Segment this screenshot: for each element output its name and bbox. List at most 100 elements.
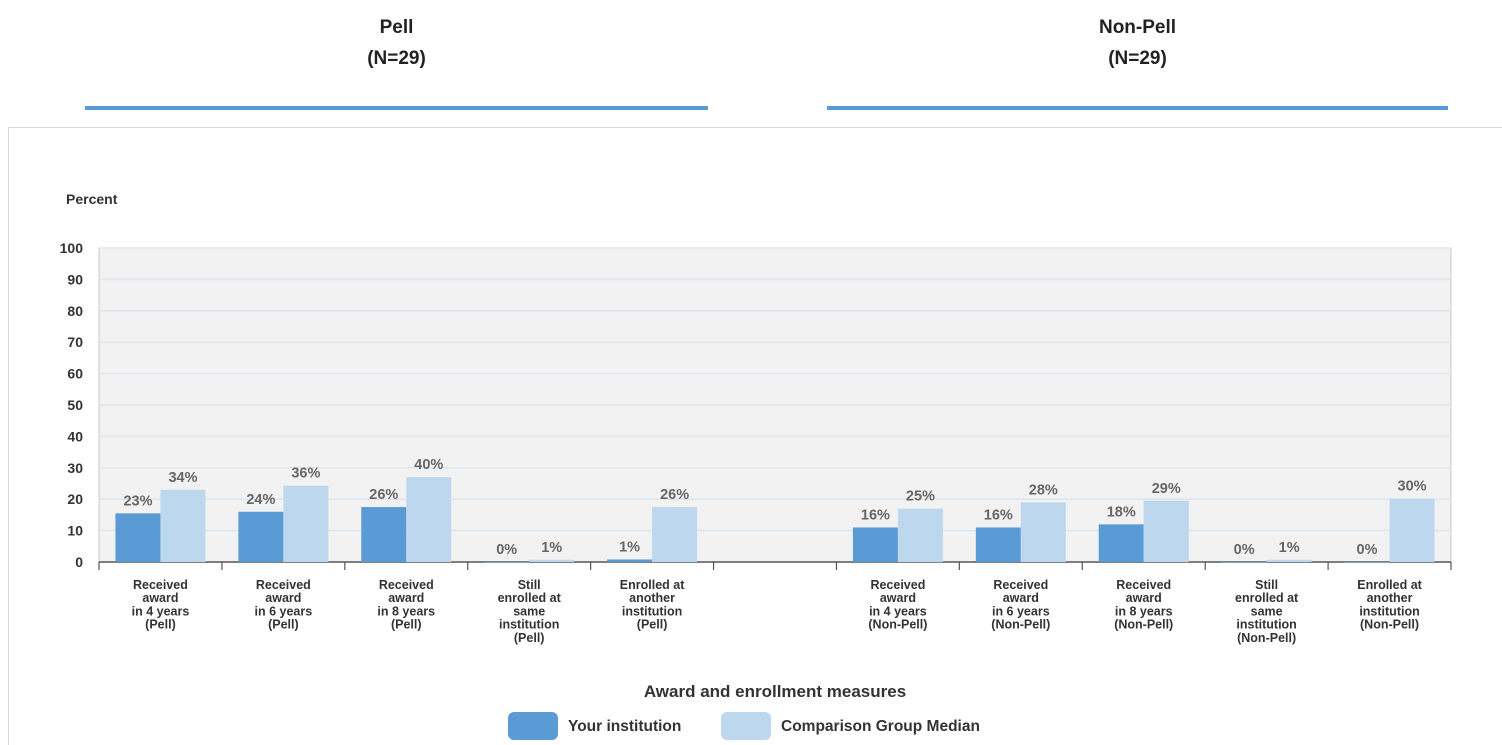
bar <box>1098 524 1144 562</box>
bar <box>607 559 653 562</box>
group-rule-non-pell <box>827 106 1448 110</box>
legend-label-your-institution: Your institution <box>568 718 681 735</box>
x-tick-label: (Pell) <box>391 618 422 632</box>
x-tick-label: award <box>1126 591 1162 605</box>
y-tick-label: 0 <box>75 554 83 570</box>
legend-swatch-comparison-group-median <box>721 712 771 740</box>
y-tick-label: 60 <box>67 366 83 382</box>
x-tick-label: same <box>513 604 545 618</box>
x-tick-label: in 6 years <box>255 604 313 618</box>
x-tick-label: same <box>1251 604 1283 618</box>
x-tick-label: enrolled at <box>1235 591 1299 605</box>
data-label: 1% <box>619 539 640 555</box>
y-tick-label: 30 <box>67 460 83 476</box>
x-tick-label: in 8 years <box>1115 604 1173 618</box>
data-label: 0% <box>1357 542 1378 558</box>
x-tick-label: institution <box>499 618 559 632</box>
bar <box>361 507 407 562</box>
group-title: Pell <box>379 17 414 38</box>
bar <box>1266 559 1312 562</box>
x-tick-label: institution <box>622 604 682 618</box>
x-tick-label: (Pell) <box>514 631 545 645</box>
x-tick-label: (Pell) <box>145 618 176 632</box>
group-header-pell: Pell (N=29) <box>85 12 708 74</box>
bar <box>897 508 943 562</box>
x-tick-label: Received <box>870 578 925 592</box>
data-label: 28% <box>1029 482 1058 498</box>
x-axis-title: Award and enrollment measures <box>644 682 906 701</box>
x-tick-label: Enrolled at <box>620 578 685 592</box>
group-count: (N=29) <box>1108 48 1167 69</box>
data-label: 16% <box>861 507 890 523</box>
legend-swatch-your-institution <box>508 712 558 740</box>
x-tick-label: Still <box>1255 578 1278 592</box>
x-tick-label: another <box>629 591 675 605</box>
chart-panel <box>8 127 1502 745</box>
data-label: 18% <box>1107 504 1136 520</box>
group-title: Non-Pell <box>1098 17 1177 38</box>
x-tick-label: (Non-Pell) <box>1360 618 1419 632</box>
data-label: 25% <box>906 489 935 505</box>
data-label: 1% <box>1279 540 1300 556</box>
data-label: 23% <box>123 493 152 509</box>
x-tick-label: Still <box>518 578 541 592</box>
x-tick-label: Received <box>133 578 188 592</box>
group-header-non-pell: Non-Pell (N=29) <box>827 12 1448 74</box>
y-tick-label: 50 <box>67 397 83 413</box>
data-label: 40% <box>414 457 443 473</box>
x-tick-label: award <box>388 591 424 605</box>
x-tick-label: award <box>1003 591 1039 605</box>
x-tick-label: award <box>880 591 916 605</box>
bar <box>852 527 898 562</box>
bar <box>1143 500 1189 562</box>
x-tick-label: Received <box>379 578 434 592</box>
data-label: 26% <box>369 487 398 503</box>
x-tick-label: in 4 years <box>132 604 190 618</box>
bar <box>1221 562 1267 563</box>
y-tick-label: 80 <box>67 303 83 319</box>
data-label: 1% <box>541 540 562 556</box>
x-tick-label: award <box>142 591 178 605</box>
data-label: 0% <box>496 542 517 558</box>
x-tick-label: (Non-Pell) <box>868 618 927 632</box>
data-label: 16% <box>984 507 1013 523</box>
x-tick-label: award <box>265 591 301 605</box>
y-tick-label: 100 <box>60 240 84 256</box>
group-rule-pell <box>85 106 708 110</box>
bar <box>160 489 206 562</box>
bar <box>238 511 284 562</box>
x-tick-label: (Pell) <box>268 618 299 632</box>
y-tick-label: 20 <box>67 491 83 507</box>
bar <box>1389 498 1435 562</box>
data-label: 30% <box>1398 479 1427 495</box>
bar <box>1344 562 1390 563</box>
x-tick-label: institution <box>1359 604 1419 618</box>
y-tick-label: 70 <box>67 334 83 350</box>
bar <box>115 513 161 562</box>
x-tick-label: Enrolled at <box>1357 578 1422 592</box>
x-tick-label: in 4 years <box>869 604 927 618</box>
x-tick-label: Received <box>1116 578 1171 592</box>
legend-label-comparison-group-median: Comparison Group Median <box>781 718 980 735</box>
data-label: 26% <box>660 487 689 503</box>
x-tick-label: (Non-Pell) <box>1237 631 1296 645</box>
x-tick-label: (Non-Pell) <box>991 618 1050 632</box>
bar <box>283 485 329 562</box>
bar <box>1020 502 1066 562</box>
y-tick-label: 10 <box>67 523 83 539</box>
data-label: 36% <box>291 466 320 482</box>
x-tick-label: Received <box>256 578 311 592</box>
bar <box>652 507 698 562</box>
x-tick-label: Received <box>993 578 1048 592</box>
bar <box>406 477 452 562</box>
data-label: 24% <box>246 492 275 508</box>
bar <box>484 562 530 563</box>
x-tick-label: in 8 years <box>377 604 435 618</box>
y-tick-label: 90 <box>67 271 83 287</box>
y-tick-label: 40 <box>67 428 83 444</box>
x-tick-label: (Non-Pell) <box>1114 618 1173 632</box>
data-label: 29% <box>1152 481 1181 497</box>
x-tick-label: another <box>1367 591 1413 605</box>
x-tick-label: enrolled at <box>498 591 562 605</box>
